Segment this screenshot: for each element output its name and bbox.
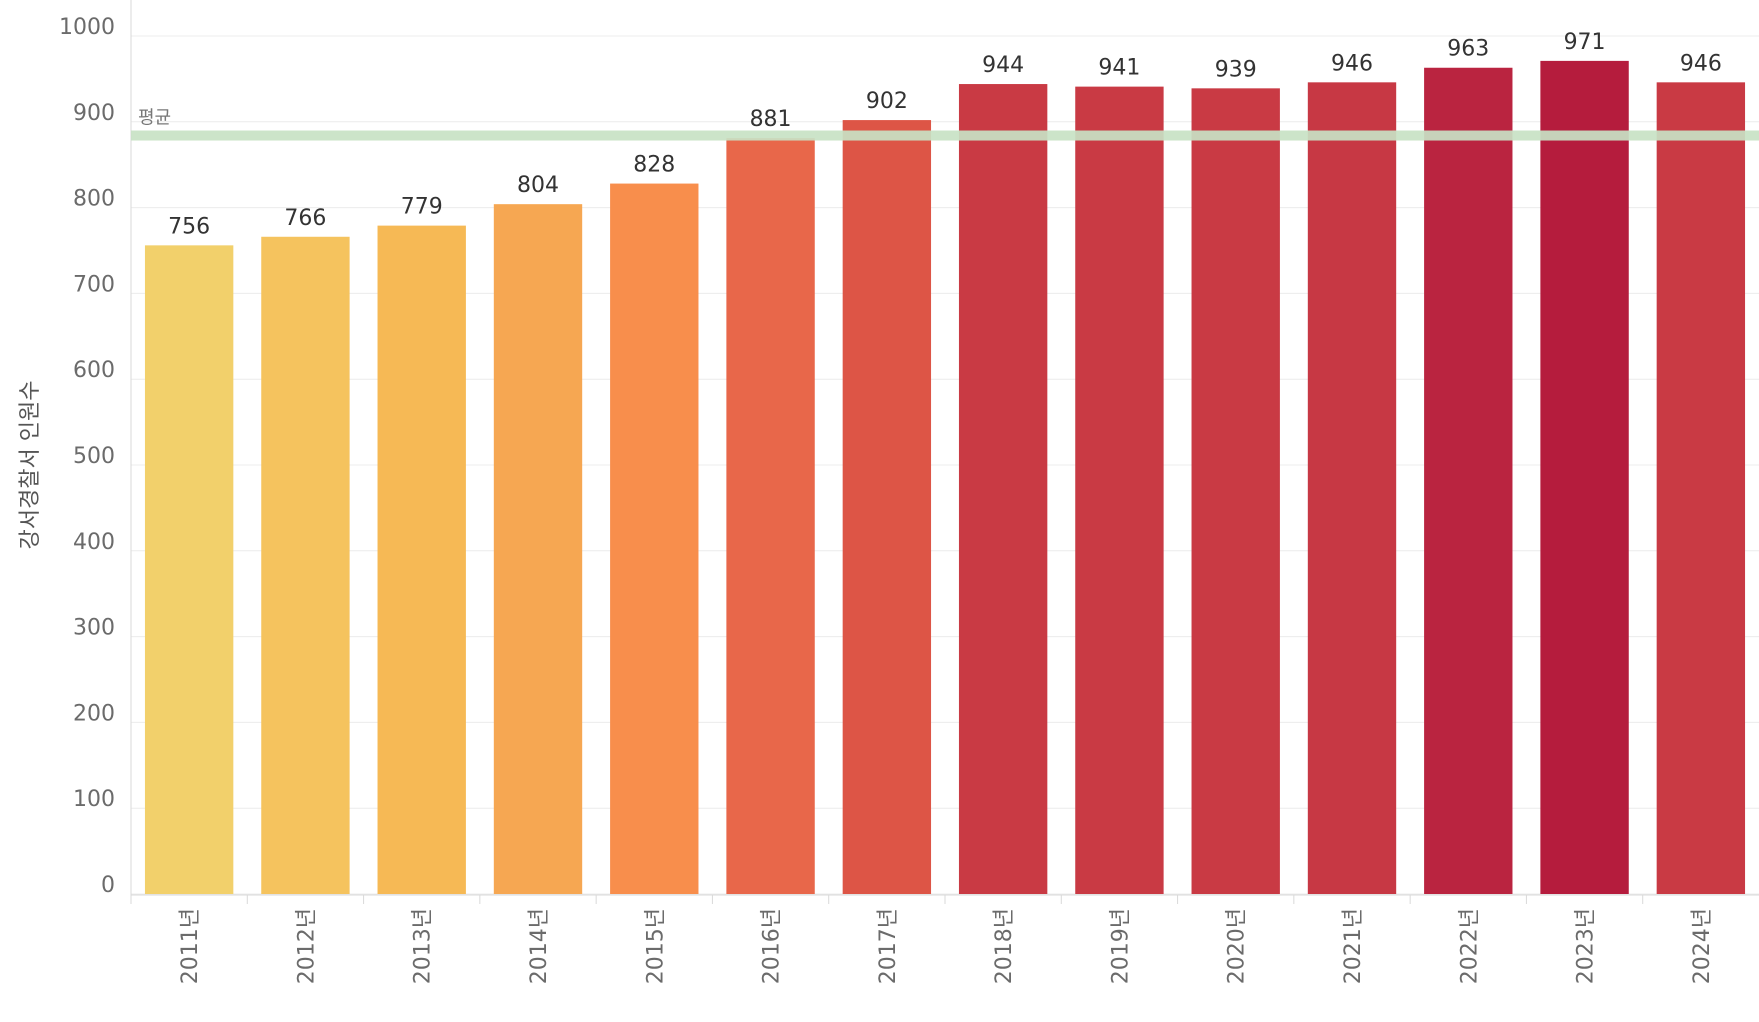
x-tick-label: 2014년 bbox=[527, 908, 552, 984]
y-tick-label: 600 bbox=[73, 358, 115, 383]
data-label: 941 bbox=[1098, 56, 1140, 81]
bar bbox=[493, 204, 583, 895]
y-tick-label: 0 bbox=[101, 873, 115, 898]
data-label: 971 bbox=[1564, 30, 1606, 55]
average-reference bbox=[131, 130, 1759, 141]
data-label: 766 bbox=[284, 206, 326, 231]
x-tick-label: 2019년 bbox=[1108, 908, 1133, 984]
bar bbox=[842, 120, 932, 895]
average-label: 평균 bbox=[138, 108, 171, 129]
bar bbox=[726, 138, 815, 895]
data-label: 804 bbox=[517, 173, 559, 198]
y-tick-label: 400 bbox=[73, 530, 115, 555]
data-label: 828 bbox=[633, 153, 675, 178]
y-tick-label: 800 bbox=[73, 187, 115, 212]
y-axis-title: 강서경찰서 인원수 bbox=[18, 381, 43, 550]
y-tick-label: 500 bbox=[73, 444, 115, 469]
x-tick-label: 2012년 bbox=[294, 908, 319, 984]
x-tick-label: 2016년 bbox=[760, 908, 785, 984]
x-tick-label: 2013년 bbox=[411, 908, 436, 984]
x-tick-label: 2011년 bbox=[178, 908, 203, 984]
y-axis-ticks: 0 100 200 300 400 500 600 700 800 900 1000 bbox=[59, 15, 115, 898]
data-label: 902 bbox=[866, 89, 908, 114]
data-labels: 756 766 779 804 828 881 902 944 941 939 946 963 971 9… bbox=[168, 30, 1722, 239]
data-label: 946 bbox=[1331, 51, 1373, 76]
bar bbox=[1307, 82, 1397, 894]
bars bbox=[144, 60, 1746, 895]
y-tick-label: 300 bbox=[73, 616, 115, 641]
x-tick-label: 2015년 bbox=[643, 908, 668, 984]
x-tick-label: 2021년 bbox=[1341, 908, 1366, 984]
bar bbox=[1424, 67, 1513, 895]
x-tick-label: 2022년 bbox=[1457, 908, 1482, 984]
x-axis-ticks: 2011년 2012년 2013년 2014년 2015년 2016년 2017년 2018년… bbox=[178, 908, 1715, 984]
bar bbox=[261, 236, 350, 895]
x-tick-label: 2020년 bbox=[1225, 908, 1250, 984]
data-label: 946 bbox=[1680, 51, 1722, 76]
bar bbox=[1656, 82, 1746, 894]
x-tick-label: 2023년 bbox=[1574, 908, 1599, 984]
bar bbox=[1540, 60, 1629, 894]
data-label: 944 bbox=[982, 53, 1024, 78]
bar bbox=[610, 183, 699, 895]
bar bbox=[144, 245, 234, 895]
y-tick-label: 200 bbox=[73, 701, 115, 726]
y-tick-label: 100 bbox=[73, 787, 115, 812]
bar bbox=[377, 225, 466, 895]
y-tick-label: 700 bbox=[73, 272, 115, 297]
x-tick-label: 2018년 bbox=[992, 908, 1017, 984]
data-label: 963 bbox=[1447, 37, 1489, 62]
x-tick-label: 2024년 bbox=[1690, 908, 1715, 984]
data-label: 779 bbox=[401, 195, 443, 220]
y-tick-label: 900 bbox=[73, 101, 115, 126]
data-label: 939 bbox=[1215, 57, 1257, 82]
y-tick-label: 1000 bbox=[59, 15, 115, 40]
data-label: 881 bbox=[750, 107, 792, 132]
data-label: 756 bbox=[168, 214, 210, 239]
bar bbox=[1075, 86, 1164, 894]
average-line bbox=[131, 130, 1759, 141]
x-tick-label: 2017년 bbox=[876, 908, 901, 984]
bar bbox=[958, 84, 1048, 895]
bar bbox=[1191, 88, 1280, 894]
